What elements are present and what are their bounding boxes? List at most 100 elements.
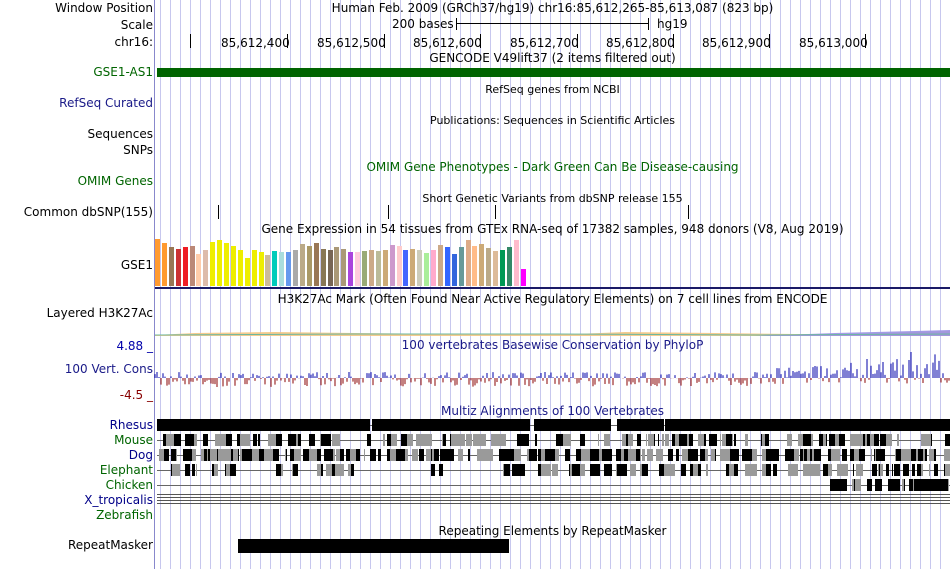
phylop-track-label[interactable]: 100 Vert. Cons <box>64 362 153 376</box>
multiz-species-elephant[interactable]: Elephant <box>99 463 153 477</box>
gtex-tissue-bar[interactable] <box>389 245 395 286</box>
gtex-tissue-bar[interactable] <box>382 250 388 286</box>
gtex-track-label[interactable]: GSE1 <box>120 258 153 272</box>
multiz-alignment-block <box>875 479 880 491</box>
gtex-tissue-bar[interactable] <box>327 250 333 286</box>
gtex-tissue-bar[interactable] <box>396 246 402 286</box>
gtex-tissue-bar[interactable] <box>348 252 354 286</box>
gtex-tissue-bar[interactable] <box>500 250 505 286</box>
multiz-species-chicken[interactable]: Chicken <box>105 478 153 492</box>
multiz-alignment-block <box>505 434 506 446</box>
snps-track-label[interactable]: SNPs <box>123 143 153 157</box>
gtex-tissue-bar[interactable] <box>272 251 278 286</box>
gtex-tissue-bar[interactable] <box>437 245 443 286</box>
gencode-gene-feature[interactable] <box>157 68 950 77</box>
multiz-alignment-block <box>841 419 847 431</box>
dbsnp-track-label[interactable]: Common dbSNP(155) <box>23 205 153 219</box>
multiz-alignment-block <box>672 464 675 476</box>
phylop-conservation-plot[interactable] <box>154 352 950 402</box>
multiz-species-x-tropicalis[interactable]: X_tropicalis <box>84 493 153 507</box>
gtex-tissue-bar[interactable] <box>217 240 223 286</box>
gtex-tissue-bar[interactable] <box>196 254 202 286</box>
multiz-species-zebrafish[interactable]: Zebrafish <box>96 508 153 522</box>
multiz-alignment-block <box>908 419 913 431</box>
gtex-tissue-bar[interactable] <box>341 249 347 286</box>
snp-feature[interactable] <box>688 205 689 219</box>
gtex-tissue-bar[interactable] <box>230 246 236 286</box>
gtex-tissue-bar[interactable] <box>479 244 485 286</box>
gtex-tissue-bar[interactable] <box>375 251 381 286</box>
multiz-alignment-block <box>494 434 495 446</box>
gtex-tissue-bar[interactable] <box>486 248 492 286</box>
gtex-tissue-bar[interactable] <box>472 246 478 286</box>
multiz-alignment-block <box>569 464 570 476</box>
multiz-species-mouse[interactable]: Mouse <box>114 433 153 447</box>
gtex-tissue-bar[interactable] <box>251 250 257 286</box>
multiz-species-rhesus[interactable]: Rhesus <box>109 418 153 432</box>
gtex-tissue-bar[interactable] <box>417 250 423 286</box>
multiz-alignment-block <box>426 449 431 461</box>
gtex-tissue-bar[interactable] <box>362 251 367 286</box>
h3k27ac-track-label[interactable]: Layered H3K27Ac <box>46 306 153 320</box>
publications-track-label[interactable]: Sequences <box>87 127 153 141</box>
gtex-tissue-bar[interactable] <box>320 249 326 286</box>
gtex-tissue-bar[interactable] <box>368 250 374 286</box>
repeat-element-feature[interactable] <box>238 539 509 553</box>
gtex-tissue-bar[interactable] <box>431 250 436 286</box>
snp-feature[interactable] <box>495 205 496 219</box>
multiz-alignment-block <box>690 449 692 461</box>
gtex-tissue-bar[interactable] <box>168 247 174 286</box>
snp-feature[interactable] <box>218 205 219 219</box>
gtex-tissue-bar[interactable] <box>182 247 188 286</box>
gtex-tissue-bar[interactable] <box>458 247 464 286</box>
gtex-tissue-bar[interactable] <box>203 250 209 286</box>
multiz-alignment-block <box>794 419 798 431</box>
gtex-tissue-bar[interactable] <box>237 250 243 286</box>
multiz-alignment-block <box>664 464 667 476</box>
multiz-alignment-block <box>250 419 253 431</box>
gtex-tissue-bar[interactable] <box>244 258 250 286</box>
gtex-tissue-bar[interactable] <box>506 247 512 286</box>
gtex-tissue-bar[interactable] <box>161 243 167 286</box>
gtex-tissue-bar[interactable] <box>410 249 416 286</box>
gtex-tissue-bar[interactable] <box>403 250 409 286</box>
gtex-tissue-bar[interactable] <box>279 252 285 286</box>
gtex-tissue-bar[interactable] <box>334 247 340 286</box>
gtex-tissue-bar[interactable] <box>465 240 471 286</box>
gtex-tissue-bar[interactable] <box>265 255 271 286</box>
gtex-tissue-bar[interactable] <box>444 247 450 286</box>
gtex-bar-chart[interactable] <box>155 238 540 286</box>
gtex-tissue-bar[interactable] <box>175 249 181 286</box>
multiz-alignment-block <box>508 449 514 461</box>
gtex-tissue-bar[interactable] <box>493 251 499 286</box>
multiz-alignment-block <box>626 419 627 431</box>
gtex-tissue-bar[interactable] <box>513 240 519 286</box>
gtex-tissue-bar[interactable] <box>224 243 229 286</box>
gtex-tissue-bar[interactable] <box>424 253 430 286</box>
multiz-species-dog[interactable]: Dog <box>128 448 153 462</box>
ruler-tick <box>577 34 578 48</box>
gtex-tissue-bar[interactable] <box>306 246 312 286</box>
gtex-tissue-bar[interactable] <box>313 243 319 286</box>
refseq-track-label[interactable]: RefSeq Curated <box>59 96 153 110</box>
gencode-item-label[interactable]: GSE1-AS1 <box>93 65 153 79</box>
multiz-alignment-block <box>306 419 312 431</box>
grid-line <box>770 0 771 569</box>
gtex-tissue-bar[interactable] <box>299 244 305 286</box>
multiz-alignment-block <box>212 449 217 461</box>
gtex-tissue-bar[interactable] <box>189 246 195 286</box>
repeatmasker-track-label[interactable]: RepeatMasker <box>67 538 153 552</box>
gtex-tissue-bar[interactable] <box>451 254 457 286</box>
snp-feature[interactable] <box>388 205 389 219</box>
gtex-tissue-bar[interactable] <box>210 242 216 286</box>
multiz-alignment-block <box>194 434 197 446</box>
omim-track-label[interactable]: OMIM Genes <box>77 174 153 188</box>
h3k27ac-signal[interactable] <box>154 322 950 336</box>
gtex-tissue-bar[interactable] <box>355 252 361 286</box>
multiz-alignment-block <box>921 464 923 476</box>
gtex-tissue-bar[interactable] <box>258 252 264 286</box>
gtex-tissue-bar[interactable] <box>286 252 292 286</box>
gtex-tissue-bar[interactable] <box>155 239 160 286</box>
gtex-tissue-bar[interactable] <box>520 269 526 286</box>
gtex-tissue-bar[interactable] <box>293 250 298 286</box>
